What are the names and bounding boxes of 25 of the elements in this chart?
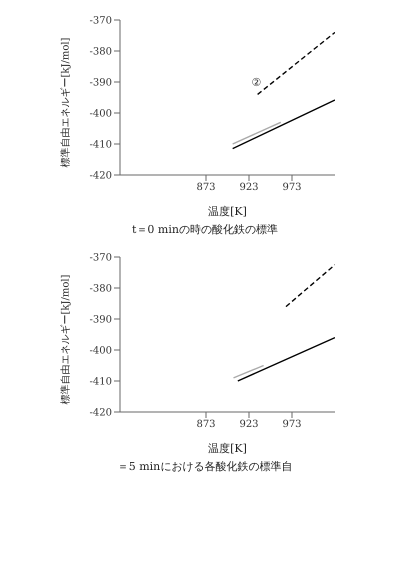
annotation: ② [251,76,262,90]
y-tick-label: -380 [90,284,112,295]
x-tick-label: 923 [239,182,259,194]
x-tick-label: 873 [196,419,216,430]
y-tick-label: -390 [90,78,112,89]
x-tick-label: 923 [239,419,259,430]
y-axis-title: 標準自由エネルギー[kJ/mol] [60,37,72,168]
y-tick-label: -400 [90,108,112,120]
x-axis-title: 温度[K] [208,205,247,218]
y-tick-label: -390 [90,314,112,326]
y-tick-label: -380 [90,46,112,58]
x-axis-title: 温度[K] [208,442,247,455]
text: ＝5 minにおける各酸化鉄の標準自 [116,459,294,474]
y-tick-label: -370 [90,252,112,264]
text: t＝0 minの時の酸化鉄の標準 [131,222,279,237]
y-tick-label: -420 [90,408,112,419]
y-tick-label: -410 [90,140,112,151]
y-tick-label: -370 [90,16,112,27]
y-tick-label: -410 [90,376,112,388]
x-tick-label: 973 [282,419,302,430]
y-tick-label: -420 [90,170,112,182]
y-tick-label: -400 [90,346,112,357]
x-tick-label: 873 [196,182,216,194]
x-tick-label: 973 [282,182,302,194]
y-axis-title: 標準自由エネルギー[kJ/mol] [60,274,72,404]
